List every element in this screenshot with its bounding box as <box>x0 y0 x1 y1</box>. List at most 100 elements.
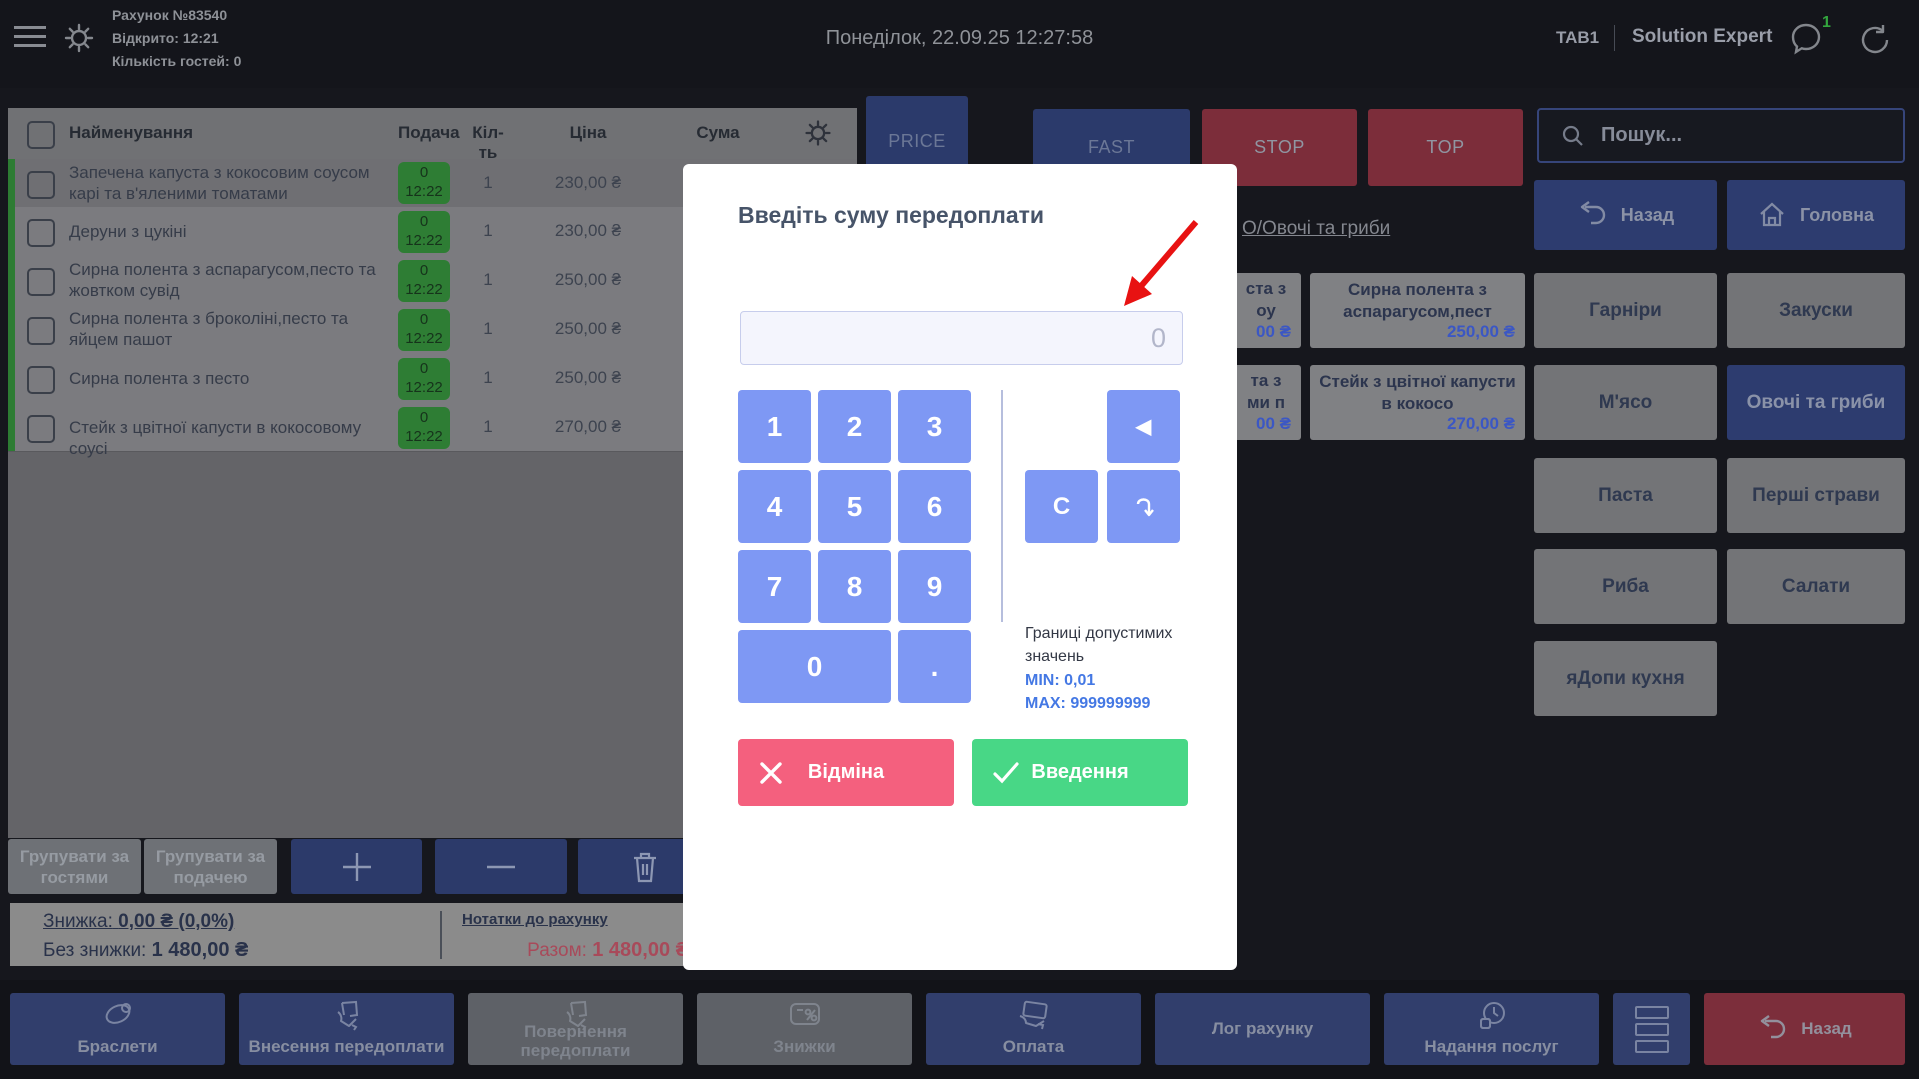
discount-value: 0,00 ₴ (0,0%) <box>118 911 235 932</box>
row-checkbox[interactable] <box>27 366 55 394</box>
col-header-price: Ціна <box>569 123 607 142</box>
hamburger-menu-icon[interactable] <box>14 26 46 47</box>
category-pasta[interactable]: Паста <box>1534 458 1717 533</box>
item-name: Сирна полента з аспарагусом,песто та жов… <box>69 260 376 300</box>
chat-badge: 1 <box>1822 14 1831 31</box>
row-checkbox[interactable] <box>27 219 55 247</box>
table-settings-gear-icon[interactable] <box>803 118 833 153</box>
sync-icon[interactable] <box>1856 21 1894 64</box>
item-qty: 1 <box>483 221 493 240</box>
numpad-key-0[interactable]: 0 <box>738 630 891 703</box>
confirm-button[interactable]: Введення <box>972 739 1188 806</box>
amount-value: 0 <box>1150 323 1166 353</box>
group-by-serving-button[interactable]: Групувати за подачею <box>144 839 277 894</box>
numpad-key-6[interactable]: 6 <box>898 470 971 543</box>
serve-badge[interactable]: 0 12:22 <box>398 358 450 400</box>
row-status-stripe <box>8 354 15 403</box>
trash-icon <box>633 852 656 882</box>
top-button[interactable]: TOP <box>1368 109 1523 186</box>
numpad-key-4[interactable]: 4 <box>738 470 811 543</box>
bottom-back-button[interactable]: Назад <box>1704 993 1905 1065</box>
home-icon <box>1760 202 1784 227</box>
category-garniry[interactable]: Гарніри <box>1534 273 1717 348</box>
product-name-fragment: ми п <box>1246 393 1286 412</box>
nav-home-button[interactable]: Головна <box>1727 180 1905 250</box>
product-button[interactable]: Стейк з цвітної капусти в кокосо 270,00 … <box>1310 365 1525 440</box>
increase-qty-button[interactable] <box>291 839 422 894</box>
settings-gear-icon[interactable] <box>62 21 96 60</box>
numpad-key-9[interactable]: 9 <box>898 550 971 623</box>
clear-key[interactable]: C <box>1025 470 1098 543</box>
backspace-key[interactable]: ◀ <box>1107 390 1180 463</box>
breadcrumb[interactable]: О/Овочі та гриби <box>1242 218 1391 239</box>
row-status-stripe <box>8 256 15 305</box>
bracelet-icon <box>10 1000 225 1030</box>
deposit-button[interactable]: Внесення передоплати <box>239 993 454 1065</box>
cancel-button[interactable]: Відміна <box>738 739 954 806</box>
numpad-key-7[interactable]: 7 <box>738 550 811 623</box>
category-zakusky[interactable]: Закуски <box>1727 273 1905 348</box>
product-button[interactable]: Сирна полента з аспарагусом,пест 250,00 … <box>1310 273 1525 348</box>
amount-input[interactable]: 0 <box>740 311 1183 365</box>
checkmark-icon <box>993 761 1019 783</box>
payment-button[interactable]: Оплата <box>926 993 1141 1065</box>
group-by-guests-button[interactable]: Групувати за гостями <box>8 839 141 894</box>
product-price: 250,00 ₴ <box>1446 322 1515 341</box>
discounts-button[interactable]: Знижки <box>697 993 912 1065</box>
row-checkbox[interactable] <box>27 171 55 199</box>
top-bar: Рахунок №83540 Відкрито: 12:21 Кількість… <box>0 0 1919 88</box>
item-qty: 1 <box>483 173 493 192</box>
discounts-label: Знижки <box>773 1037 836 1056</box>
item-price: 250,00 ₴ <box>554 368 622 387</box>
numpad-key-1[interactable]: 1 <box>738 390 811 463</box>
numpad-key-8[interactable]: 8 <box>818 550 891 623</box>
serve-badge[interactable]: 0 12:22 <box>398 260 450 302</box>
row-checkbox[interactable] <box>27 317 55 345</box>
insert-remainder-key[interactable] <box>1107 470 1180 543</box>
search-placeholder: Пошук... <box>1601 124 1683 146</box>
bracelets-button[interactable]: Браслети <box>10 993 225 1065</box>
serve-badge[interactable]: 0 12:22 <box>398 211 450 253</box>
nav-back-button[interactable]: Назад <box>1534 180 1717 250</box>
row-checkbox[interactable] <box>27 268 55 296</box>
order-log-button[interactable]: Лог рахунку <box>1155 993 1370 1065</box>
category-dopy-kukhnya[interactable]: яДопи кухня <box>1534 641 1717 716</box>
category-salaty[interactable]: Салати <box>1727 549 1905 624</box>
discount-icon <box>697 1000 912 1030</box>
category-pershi-stravy[interactable]: Перші страви <box>1727 458 1905 533</box>
brand-label: Solution Expert <box>1632 26 1773 47</box>
serve-badge[interactable]: 0 12:22 <box>398 309 450 351</box>
category-ovochi-ta-hryby[interactable]: Овочі та гриби <box>1727 365 1905 440</box>
close-icon <box>760 761 782 784</box>
numpad-key-2[interactable]: 2 <box>818 390 891 463</box>
item-qty: 1 <box>483 368 493 387</box>
select-all-checkbox[interactable] <box>27 121 55 149</box>
payment-icon <box>926 1000 1141 1030</box>
discount-line[interactable]: Знижка: 0,00 ₴ (0,0%) <box>43 911 234 933</box>
product-price-fragment: 00 ₴ <box>1256 322 1291 341</box>
subtotal-label: Без знижки: <box>43 940 147 961</box>
serve-badge[interactable]: 0 12:22 <box>398 407 450 449</box>
item-price: 250,00 ₴ <box>554 319 622 338</box>
order-notes-link[interactable]: Нотатки до рахунку <box>462 911 608 928</box>
services-button[interactable]: Надання послуг <box>1384 993 1599 1065</box>
item-price: 270,00 ₴ <box>554 417 622 436</box>
row-checkbox[interactable] <box>27 415 55 443</box>
product-name-fragment: оу <box>1256 301 1276 320</box>
chat-icon[interactable]: 1 <box>1786 14 1831 65</box>
category-ryba[interactable]: Риба <box>1534 549 1717 624</box>
terminal-tab-label: TAB1 <box>1556 28 1600 47</box>
search-input[interactable]: Пошук... <box>1537 108 1905 163</box>
numpad-key-3[interactable]: 3 <box>898 390 971 463</box>
item-price: 250,00 ₴ <box>554 270 622 289</box>
serve-badge[interactable]: 0 12:22 <box>398 162 450 204</box>
numpad-key-5[interactable]: 5 <box>818 470 891 543</box>
col-header-qty: Кіл-ть <box>472 123 504 162</box>
category-myaso[interactable]: М'ясо <box>1534 365 1717 440</box>
topbar-divider <box>1614 25 1615 51</box>
numpad-key-dot[interactable]: . <box>898 630 971 703</box>
view-list-button[interactable] <box>1613 993 1690 1065</box>
total-value: 1 480,00 ₴ <box>592 939 689 961</box>
deposit-return-button[interactable]: Повернення передоплати <box>468 993 683 1065</box>
decrease-qty-button[interactable] <box>435 839 567 894</box>
